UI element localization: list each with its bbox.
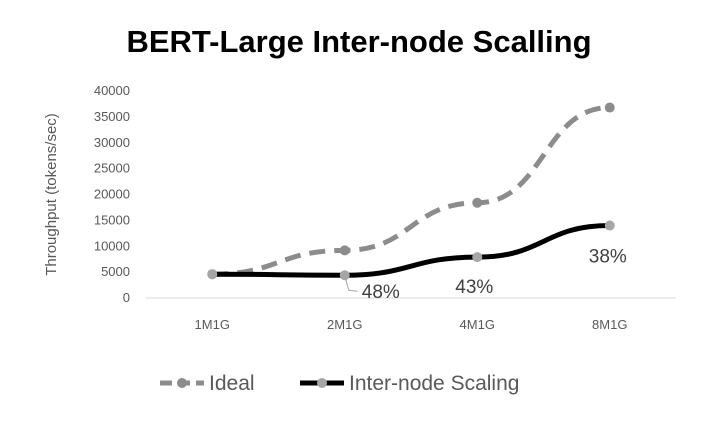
axes: 0 5000 10000 15000 20000 25000 30000 35000 40000… xyxy=(94,83,676,332)
legend-marker-inter-node-scaling xyxy=(317,378,327,388)
data-point-inter-node-scaling xyxy=(207,269,218,280)
legend: Ideal Inter-node Scaling xyxy=(160,372,519,395)
x-tick-label: 4M1G xyxy=(460,317,495,332)
y-tick-label: 0 xyxy=(123,290,130,305)
y-tick-label: 5000 xyxy=(101,264,130,279)
y-axis-label: Throughput (tokens/sec) xyxy=(43,113,60,276)
data-point-inter-node-scaling xyxy=(604,220,615,231)
x-tick-label: 2M1G xyxy=(327,317,362,332)
y-tick-label: 40000 xyxy=(94,83,130,98)
y-tick-label: 35000 xyxy=(94,109,130,124)
leader-line xyxy=(345,279,358,292)
y-tick-label: 10000 xyxy=(94,238,130,253)
legend-marker-ideal xyxy=(177,378,187,388)
data-label: 38% xyxy=(589,247,627,268)
data-label: 43% xyxy=(455,277,493,298)
x-tick-label: 1M1G xyxy=(195,317,230,332)
data-labels: 48% 43% 38% xyxy=(345,247,627,303)
legend-label-inter-node-scaling: Inter-node Scaling xyxy=(349,372,519,395)
data-point-inter-node-scaling xyxy=(472,252,483,263)
data-point-inter-node-scaling xyxy=(339,270,350,281)
data-point-ideal xyxy=(339,245,350,256)
y-tick-label: 15000 xyxy=(94,212,130,227)
legend-label-ideal: Ideal xyxy=(209,372,255,395)
data-label: 48% xyxy=(362,282,400,303)
data-point-ideal xyxy=(472,197,483,208)
y-tick-label: 25000 xyxy=(94,161,130,176)
series-layer xyxy=(207,102,615,281)
y-tick-label: 30000 xyxy=(94,135,130,150)
series-line-ideal xyxy=(212,105,610,277)
x-tick-label: 8M1G xyxy=(592,317,627,332)
series-line-inter-node-scaling xyxy=(212,223,610,278)
y-tick-label: 20000 xyxy=(94,187,130,202)
chart-title: BERT-Large Inter-node Scalling xyxy=(126,24,591,59)
data-point-ideal xyxy=(604,102,615,113)
